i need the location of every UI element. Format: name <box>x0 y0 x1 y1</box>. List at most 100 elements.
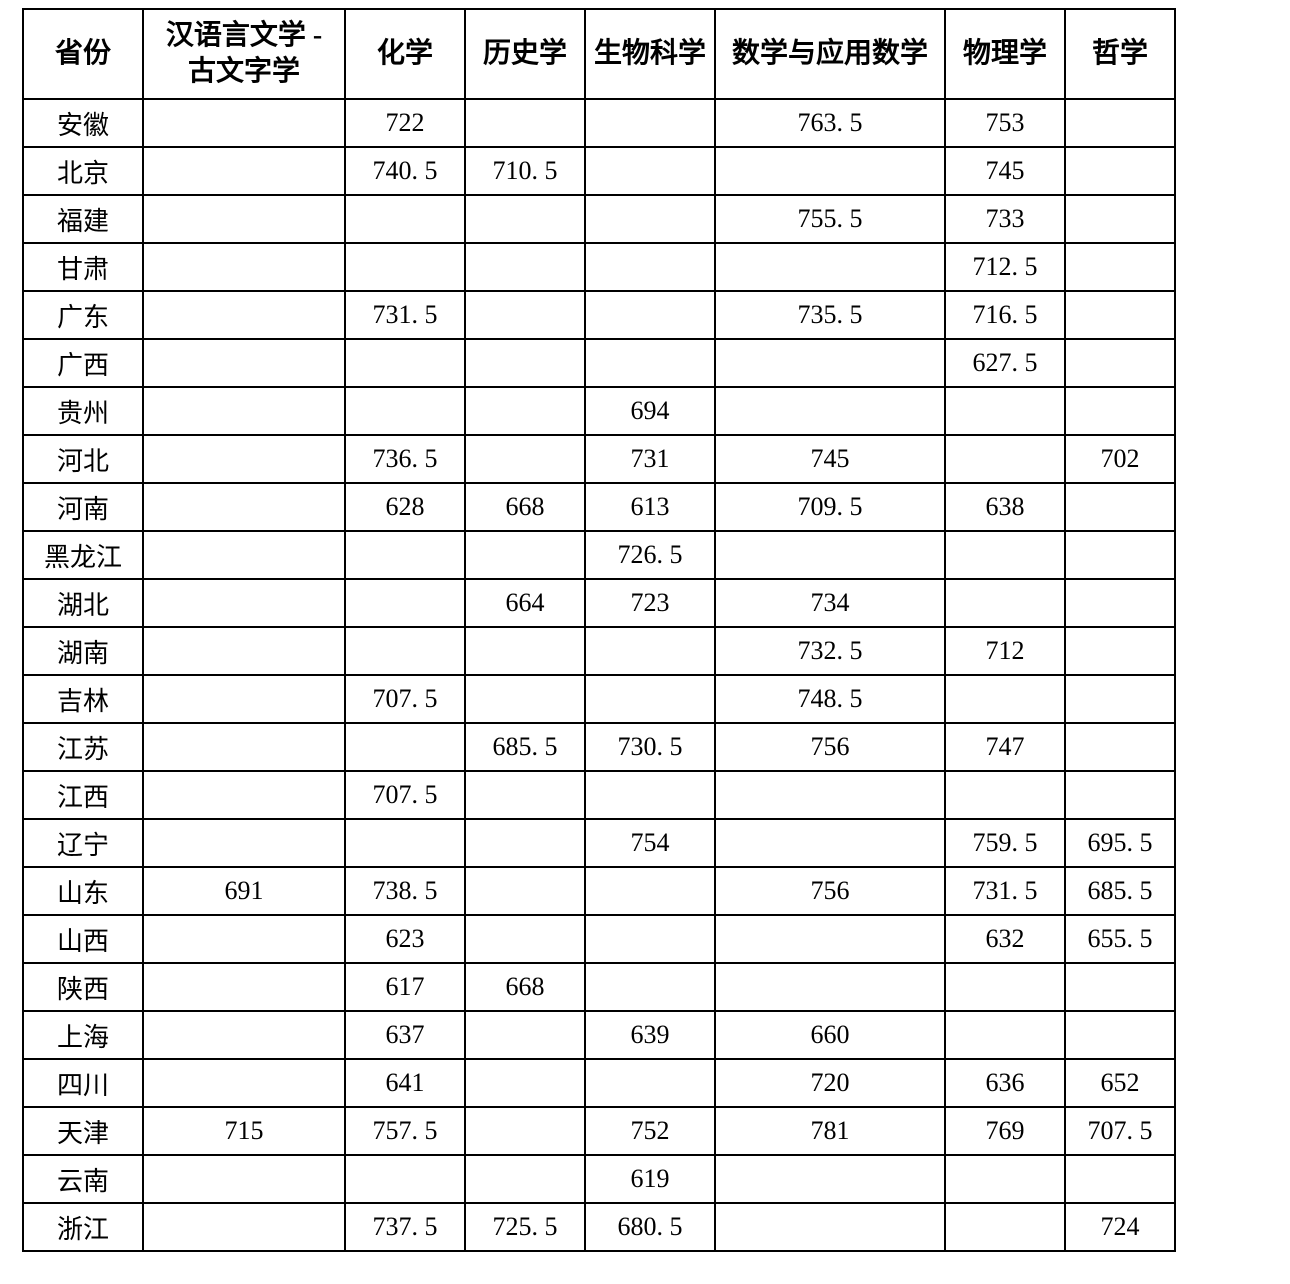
cell-bio: 730. 5 <box>585 723 715 771</box>
cell-chinese <box>143 1011 345 1059</box>
cell-bio <box>585 1059 715 1107</box>
header-philosophy: 哲学 <box>1065 9 1175 99</box>
cell-bio: 731 <box>585 435 715 483</box>
cell-physics <box>945 531 1065 579</box>
cell-bio: 680. 5 <box>585 1203 715 1251</box>
cell-phil: 655. 5 <box>1065 915 1175 963</box>
cell-province: 天津 <box>23 1107 143 1155</box>
table-row: 江苏685. 5730. 5756747 <box>23 723 1175 771</box>
table-row: 云南619 <box>23 1155 1175 1203</box>
cell-math <box>715 387 945 435</box>
cell-physics <box>945 387 1065 435</box>
cell-history: 685. 5 <box>465 723 585 771</box>
cell-chem <box>345 243 465 291</box>
cell-math: 734 <box>715 579 945 627</box>
cell-province: 广西 <box>23 339 143 387</box>
cell-chem: 617 <box>345 963 465 1011</box>
cell-province: 广东 <box>23 291 143 339</box>
header-history: 历史学 <box>465 9 585 99</box>
cell-chem <box>345 387 465 435</box>
cell-math: 763. 5 <box>715 99 945 147</box>
cell-bio <box>585 339 715 387</box>
cell-chinese <box>143 243 345 291</box>
cell-chem: 740. 5 <box>345 147 465 195</box>
cell-phil: 652 <box>1065 1059 1175 1107</box>
cell-bio <box>585 243 715 291</box>
cell-chem: 737. 5 <box>345 1203 465 1251</box>
table-row: 山西623632655. 5 <box>23 915 1175 963</box>
cell-history <box>465 627 585 675</box>
cell-physics: 753 <box>945 99 1065 147</box>
cell-phil <box>1065 963 1175 1011</box>
cell-physics: 745 <box>945 147 1065 195</box>
table-body: 安徽722763. 5753北京740. 5710. 5745福建755. 57… <box>23 99 1175 1251</box>
cell-physics <box>945 435 1065 483</box>
table-row: 安徽722763. 5753 <box>23 99 1175 147</box>
header-chinese-line2: 古文字学 <box>144 54 344 90</box>
cell-physics: 632 <box>945 915 1065 963</box>
cell-chinese <box>143 579 345 627</box>
cell-physics <box>945 675 1065 723</box>
table-row: 陕西617668 <box>23 963 1175 1011</box>
cell-province: 河北 <box>23 435 143 483</box>
cell-history <box>465 531 585 579</box>
cell-math <box>715 771 945 819</box>
table-row: 河北736. 5731745702 <box>23 435 1175 483</box>
cell-math <box>715 819 945 867</box>
cell-physics: 712. 5 <box>945 243 1065 291</box>
cell-chinese <box>143 1059 345 1107</box>
cell-math: 732. 5 <box>715 627 945 675</box>
cell-chem <box>345 531 465 579</box>
cell-province: 江西 <box>23 771 143 819</box>
cell-chem: 757. 5 <box>345 1107 465 1155</box>
cell-math: 755. 5 <box>715 195 945 243</box>
cell-bio <box>585 291 715 339</box>
cell-chinese <box>143 675 345 723</box>
cell-bio: 754 <box>585 819 715 867</box>
table-row: 湖南732. 5712 <box>23 627 1175 675</box>
cell-bio <box>585 627 715 675</box>
cell-province: 山东 <box>23 867 143 915</box>
cell-chinese <box>143 291 345 339</box>
cell-phil: 685. 5 <box>1065 867 1175 915</box>
cell-chem: 738. 5 <box>345 867 465 915</box>
cell-phil <box>1065 339 1175 387</box>
cell-chem <box>345 339 465 387</box>
cell-physics: 716. 5 <box>945 291 1065 339</box>
cell-bio: 613 <box>585 483 715 531</box>
cell-history <box>465 99 585 147</box>
cell-math: 745 <box>715 435 945 483</box>
cell-physics: 636 <box>945 1059 1065 1107</box>
cell-bio <box>585 867 715 915</box>
cell-physics <box>945 1155 1065 1203</box>
cell-phil <box>1065 723 1175 771</box>
cell-history <box>465 243 585 291</box>
cell-chem: 722 <box>345 99 465 147</box>
cell-bio <box>585 675 715 723</box>
table-row: 天津715757. 5752781769707. 5 <box>23 1107 1175 1155</box>
cell-physics: 769 <box>945 1107 1065 1155</box>
cell-math: 709. 5 <box>715 483 945 531</box>
cell-chem: 637 <box>345 1011 465 1059</box>
cell-math: 735. 5 <box>715 291 945 339</box>
cell-math: 756 <box>715 723 945 771</box>
cell-physics <box>945 771 1065 819</box>
cell-chinese <box>143 195 345 243</box>
cell-chem <box>345 819 465 867</box>
cell-math <box>715 1155 945 1203</box>
cell-math: 748. 5 <box>715 675 945 723</box>
cell-bio: 752 <box>585 1107 715 1155</box>
cell-chinese <box>143 1203 345 1251</box>
cell-chinese <box>143 627 345 675</box>
cell-province: 四川 <box>23 1059 143 1107</box>
cell-history <box>465 915 585 963</box>
cell-chem <box>345 723 465 771</box>
cell-phil: 724 <box>1065 1203 1175 1251</box>
cell-phil <box>1065 1155 1175 1203</box>
cell-phil <box>1065 243 1175 291</box>
header-province: 省份 <box>23 9 143 99</box>
cell-chinese <box>143 483 345 531</box>
cell-province: 浙江 <box>23 1203 143 1251</box>
cell-province: 云南 <box>23 1155 143 1203</box>
cell-chinese <box>143 1155 345 1203</box>
